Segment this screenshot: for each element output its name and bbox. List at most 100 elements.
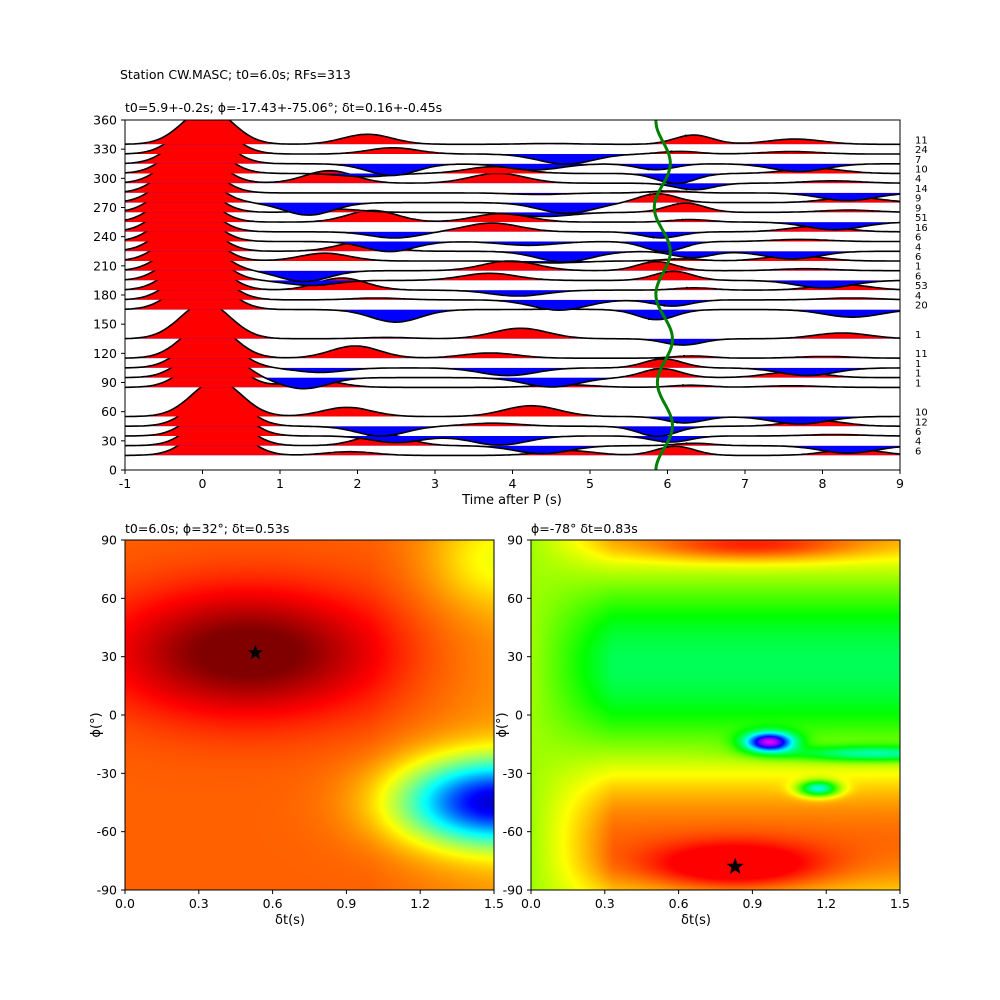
rf-trace-marker [684, 134, 687, 137]
rf-count-label: 1 [915, 378, 921, 389]
map-y-tick-label: 90 [507, 533, 523, 548]
rf-count-label: 53 [915, 281, 928, 292]
rf-x-tick-label: 3 [431, 476, 439, 491]
rf-trace-marker [670, 150, 673, 153]
rf-trace-negative-fill [276, 367, 900, 376]
rf-x-tick-label: 6 [664, 476, 672, 491]
energy-map-heatmap [125, 540, 494, 890]
rf-x-tick-label: 5 [586, 476, 594, 491]
rf-y-tick-label: 210 [93, 258, 117, 273]
rf-count-label: 12 [915, 417, 928, 428]
rf-count-label: 14 [915, 184, 928, 195]
rf-trace-marker [681, 218, 684, 221]
map-y-tick-label: 0 [515, 708, 523, 723]
rf-trace-marker [654, 358, 657, 361]
map-x-tick-label: 0.9 [742, 896, 762, 911]
rf-x-tick-label: 2 [354, 476, 362, 491]
rf-count-label: 10 [915, 408, 928, 419]
rf-trace-positive-fill [125, 120, 900, 145]
rf-y-tick-label: 120 [93, 346, 117, 361]
rf-count-label: 6 [915, 252, 921, 263]
rf-trace-line [125, 263, 900, 312]
rf-y-tick-label: 180 [93, 288, 117, 303]
rf-trace-line [125, 253, 900, 297]
rf-count-label: 6 [915, 446, 921, 457]
rf-x-tick-label: 9 [896, 476, 904, 491]
energy-map-y-label: ϕ(°) [89, 712, 104, 737]
star-marker [726, 857, 744, 874]
rf-traces [125, 120, 900, 457]
rf-count-label: 4 [915, 242, 921, 253]
rf-trace-positive-fill [125, 380, 900, 417]
rf-trace-negative-fill [476, 154, 640, 165]
rf-x-tick-label: 8 [819, 476, 827, 491]
rf-trace-line [125, 146, 900, 191]
rf-x-tick-label: 7 [741, 476, 749, 491]
map-y-tick-label: 60 [101, 591, 117, 606]
rf-trace-marker [673, 257, 676, 261]
rf-trace-line [125, 120, 900, 165]
transverse-map-heatmap [531, 540, 900, 890]
rf-trace-line [125, 194, 900, 239]
rf-trace-marker [683, 255, 686, 259]
rf-y-tick-label: 60 [101, 404, 117, 419]
rf-trace-marker [675, 421, 679, 424]
rf-count-label: 11 [915, 135, 928, 146]
rf-count-label: 51 [915, 213, 928, 224]
map-y-tick-label: -30 [503, 766, 523, 781]
rf-count-label: 24 [915, 145, 928, 156]
energy-map-ticks: 0.0 0.3 0.6 0.9 1.2 1.5 -90 -60 -30 0 30 60 90 [97, 533, 504, 912]
rf-trace-marker [681, 384, 685, 387]
rf-count-label: 6 [915, 271, 921, 282]
rf-trace-negative-fill [252, 202, 622, 216]
rf-trace-positive-fill [125, 390, 900, 427]
rf-trace-line [125, 340, 900, 390]
rf-trace-line [125, 214, 900, 263]
rf-trace-marker [648, 193, 652, 196]
transverse-map-panel: ϕ=-78° δt=0.83s 0.0 0.3 0.6 0.9 1.2 1.5 -90 -60… [495, 521, 910, 928]
rf-trace-marker [647, 317, 651, 321]
star-marker [247, 644, 263, 660]
rf-trace-positive-fill [125, 166, 900, 203]
rf-count-label: 10 [915, 164, 928, 175]
rf-trace-marker [676, 202, 679, 206]
rf-trace-negative-fill [125, 358, 900, 359]
map-x-tick-label: 0.3 [595, 896, 615, 911]
rf-count-label: 1 [915, 262, 921, 273]
rf-trace-positive-fill [125, 419, 900, 456]
rf-trace-line [125, 204, 900, 253]
map-x-tick-label: 0.6 [669, 896, 689, 911]
map-y-tick-label: -90 [97, 883, 117, 898]
rf-y-tick-label: 240 [93, 229, 117, 244]
rf-trace-marker [682, 354, 686, 358]
rf-panel-title: t0=5.9+-0.2s; ϕ=-17.43+-75.06°; δt=0.16+… [125, 100, 442, 115]
map-y-tick-label: 30 [101, 649, 117, 664]
rf-y-tick-label: 150 [93, 317, 117, 332]
map-x-tick-label: 0.6 [263, 896, 283, 911]
rf-trace-negative-fill [125, 163, 900, 176]
rf-x-tick-label: 4 [509, 476, 517, 491]
rf-x-tick-label: 1 [276, 476, 284, 491]
rf-trace-marker [652, 236, 655, 239]
rf-trace-line [125, 175, 900, 218]
map-x-tick-label: 1.5 [890, 896, 910, 911]
rf-trace-line [125, 272, 900, 324]
rf-trace-positive-fill [125, 156, 900, 193]
rf-trace-marker [667, 181, 670, 184]
rf-trace-marker [647, 168, 650, 171]
map-x-tick-label: 0.0 [521, 896, 541, 911]
rf-trace-positive-fill [125, 351, 878, 388]
rf-trace-line [125, 120, 900, 146]
receiver-function-panel: t0=5.9+-0.2s; ϕ=-17.43+-75.06°; δt=0.16+… [93, 100, 928, 508]
map-x-tick-label: 0.9 [336, 896, 356, 911]
rf-trace-line [125, 379, 900, 425]
rf-trace-marker [685, 286, 689, 290]
rf-trace-negative-fill [314, 231, 721, 238]
rf-trace-line [125, 301, 900, 346]
transverse-map-x-label: δt(s) [681, 913, 711, 928]
map-x-tick-label: 0.3 [189, 896, 209, 911]
transverse-map-y-label: ϕ(°) [495, 712, 510, 737]
rf-trace-negative-fill [125, 309, 900, 323]
